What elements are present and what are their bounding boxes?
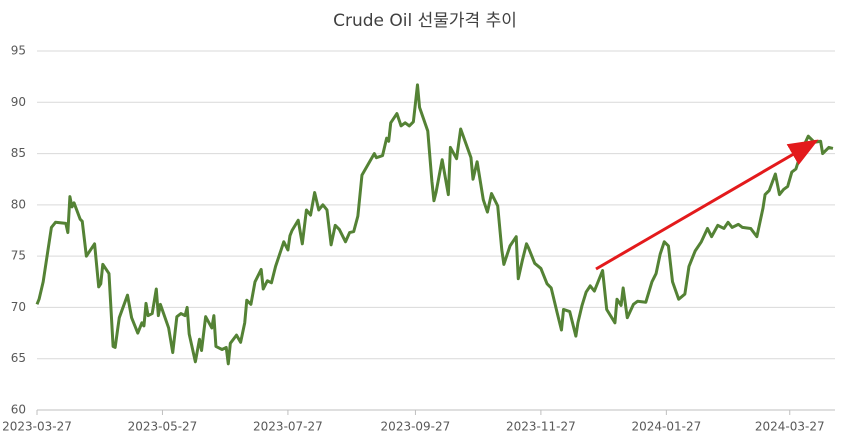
y-tick-label: 75	[11, 249, 26, 263]
chart-title: Crude Oil 선물가격 추이	[333, 11, 517, 31]
trend-arrow	[595, 139, 819, 271]
x-tick-label: 2023-05-27	[128, 420, 198, 434]
y-tick-label: 60	[11, 403, 26, 417]
y-tick-label: 80	[11, 197, 26, 211]
y-tick-label: 95	[11, 44, 26, 58]
y-tick-label: 90	[11, 95, 26, 109]
price-line	[35, 83, 834, 366]
x-tick-label: 2023-07-27	[253, 420, 323, 434]
y-tick-label: 65	[11, 351, 26, 365]
x-tick-label: 2023-11-27	[506, 420, 576, 434]
x-tick-label: 2023-09-27	[381, 420, 451, 434]
x-tick-label: 2024-03-27	[755, 420, 825, 434]
x-tick-label: 2023-03-27	[2, 420, 72, 434]
y-tick-label: 70	[11, 300, 26, 314]
y-tick-label: 85	[11, 146, 26, 160]
x-tick-label: 2024-01-27	[631, 420, 701, 434]
